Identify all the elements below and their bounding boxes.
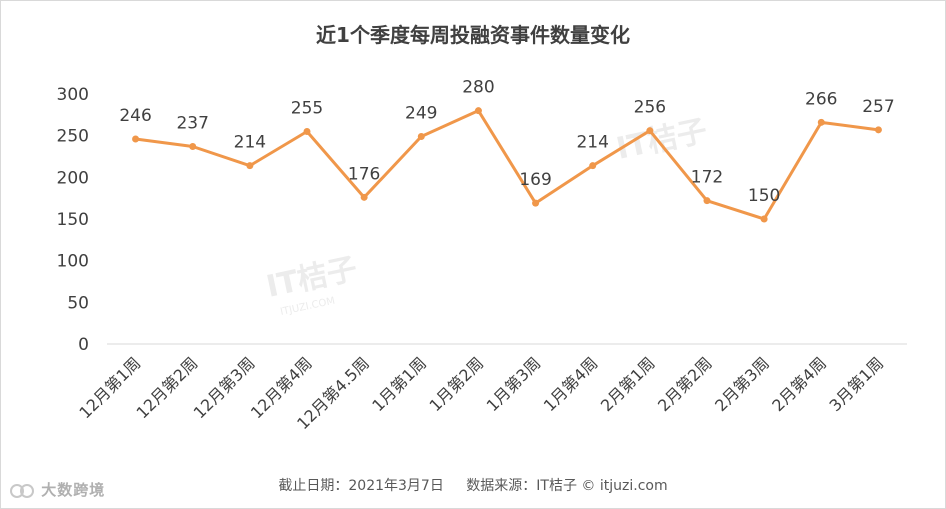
y-tick-label: 300 — [57, 85, 89, 105]
x-tick-label: 1月第1周 — [368, 353, 430, 415]
x-tick-label: 12月第3周 — [190, 353, 259, 422]
x-tick-label: 2月第4周 — [768, 353, 830, 415]
data-point — [132, 135, 140, 143]
data-point — [417, 133, 425, 140]
x-tick-label: 2月第1周 — [597, 353, 659, 415]
data-point — [303, 128, 311, 135]
data-point — [703, 197, 711, 205]
x-tick-label: 2月第2周 — [654, 353, 716, 415]
chart-title: 近1个季度每周投融资事件数量变化 — [316, 23, 630, 47]
data-point — [532, 199, 540, 207]
footer-date: 截止日期：2021年3月7日 — [278, 478, 444, 494]
y-tick-label: 50 — [67, 293, 89, 313]
x-tick-label: 1月第4周 — [540, 353, 602, 415]
watermark-text: IT桔子 — [263, 252, 360, 305]
data-label: 214 — [576, 133, 608, 153]
y-tick-label: 200 — [57, 168, 89, 188]
x-tick-label: 12月第2周 — [133, 353, 202, 422]
data-label: 172 — [691, 168, 723, 188]
chart-footer: 截止日期：2021年3月7日 数据来源：IT桔子 © itjuzi.com — [1, 475, 945, 495]
y-tick-label: 100 — [57, 252, 89, 272]
x-tick-label: 2月第3周 — [711, 353, 773, 415]
series-line — [135, 109, 879, 221]
footer-source: 数据来源：IT桔子 © itjuzi.com — [466, 478, 668, 494]
watermark-text: IT桔子 — [613, 114, 710, 167]
data-label: 266 — [805, 89, 837, 109]
data-point — [760, 215, 768, 223]
data-label: 256 — [634, 98, 666, 118]
data-point — [874, 126, 882, 134]
y-tick-label: 0 — [78, 335, 89, 355]
y-tick-label: 250 — [57, 127, 89, 147]
data-point — [246, 162, 254, 170]
x-tick-label: 3月第1周 — [825, 353, 887, 415]
data-label: 150 — [748, 186, 780, 206]
x-tick-label: 12月第1周 — [75, 353, 144, 422]
data-point — [189, 143, 197, 150]
data-label: 257 — [862, 97, 894, 117]
data-point — [817, 118, 825, 126]
brand-watermark: 大数跨境 — [9, 479, 105, 501]
data-point — [589, 162, 597, 170]
data-label: 246 — [119, 106, 151, 126]
brand-logo-icon — [10, 483, 34, 498]
data-point — [646, 127, 654, 135]
y-tick-label: 150 — [57, 210, 89, 230]
data-label: 249 — [405, 104, 437, 124]
brand-text: 大数跨境 — [41, 481, 106, 499]
data-label: 237 — [176, 114, 208, 134]
x-tick-label: 1月第2周 — [425, 353, 487, 415]
x-tick-label: 1月第3周 — [483, 353, 545, 415]
data-label: 280 — [462, 78, 494, 98]
data-label: 176 — [348, 164, 380, 184]
data-label: 255 — [291, 99, 323, 119]
line-chart: IT桔子IT桔子ITJUZI.COM05010015020025030012月第… — [57, 78, 907, 433]
data-label: 169 — [519, 170, 551, 190]
data-point — [474, 107, 482, 115]
data-point — [360, 193, 368, 201]
data-label: 214 — [234, 133, 266, 153]
